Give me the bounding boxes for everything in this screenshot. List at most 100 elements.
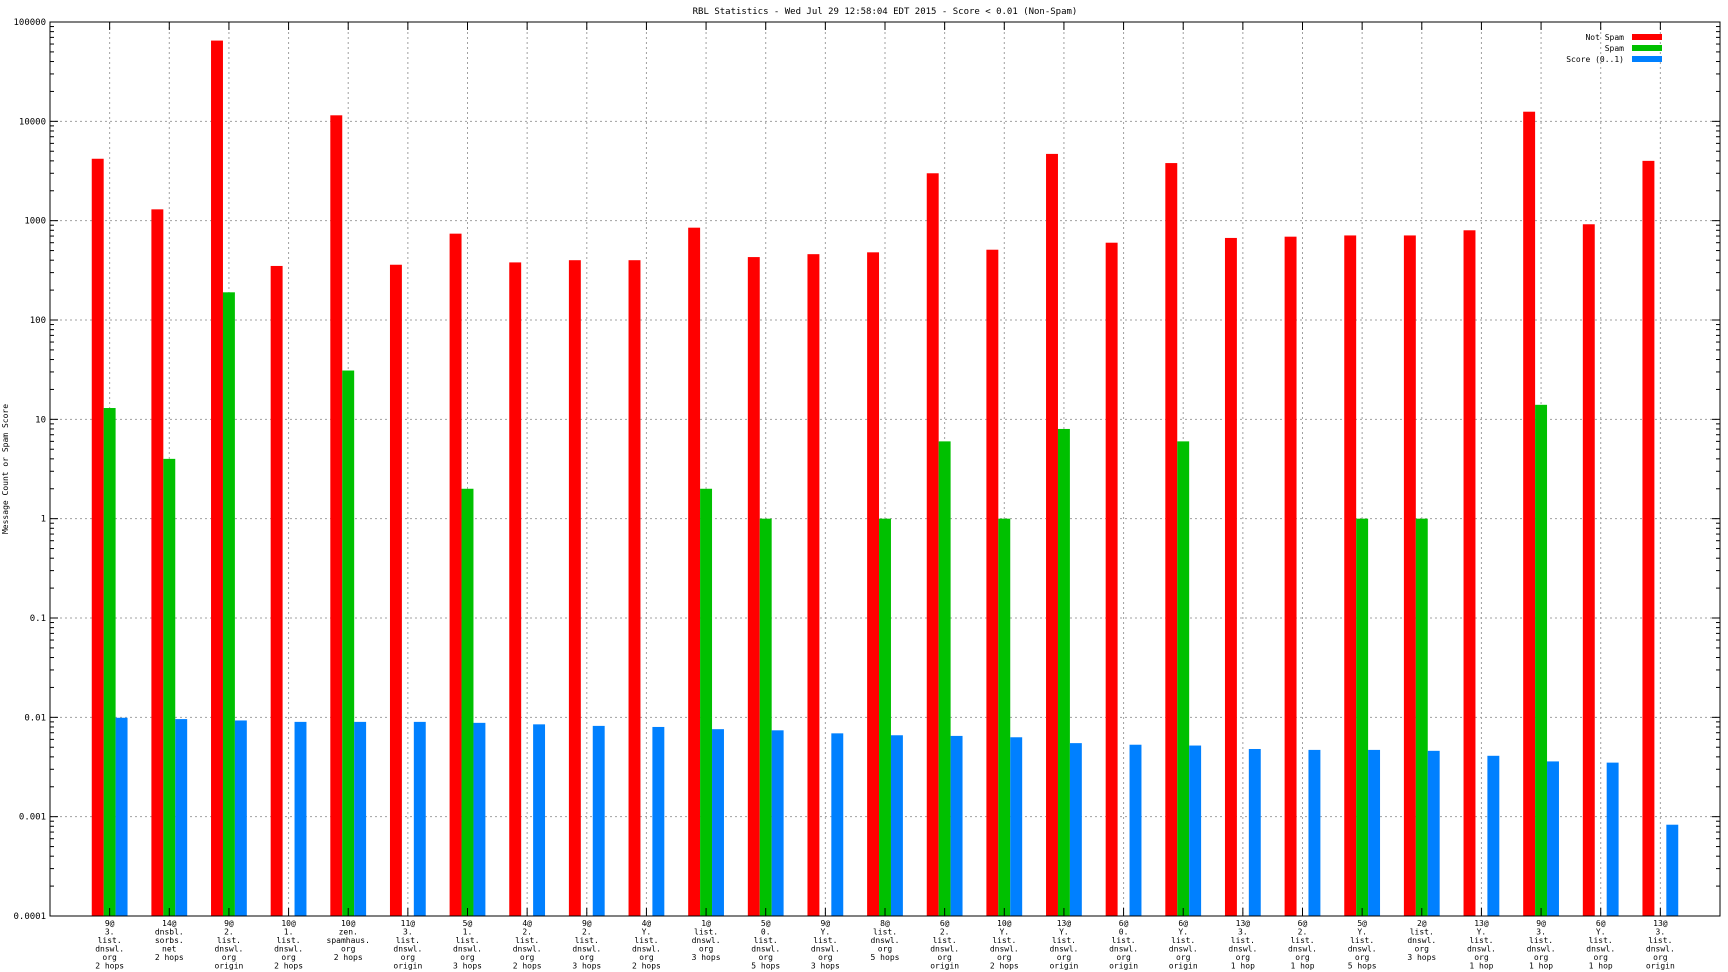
x-category-label-line: 2. bbox=[1298, 928, 1308, 937]
x-category-label-line: Y. bbox=[821, 928, 831, 937]
x-category-label-line: 4@ bbox=[522, 919, 532, 928]
x-category-label: 10@ Y. list. dnswl. org 2 hops bbox=[990, 919, 1019, 971]
x-category-label-line: Y. bbox=[1059, 928, 1069, 937]
bar-score-0-1 bbox=[354, 721, 367, 916]
bar-not-spam bbox=[1224, 237, 1237, 916]
x-category-label-line: 1. bbox=[284, 928, 294, 937]
x-category-label-line: list. bbox=[515, 936, 539, 945]
x-category-label-line: org bbox=[1534, 953, 1549, 962]
x-category-label-line: 0. bbox=[1119, 928, 1129, 937]
x-category-label-line: dnswl. bbox=[751, 945, 780, 954]
x-category-label-line: org bbox=[699, 945, 714, 954]
bar-score-0-1 bbox=[1368, 749, 1381, 916]
bar-not-spam bbox=[330, 115, 343, 916]
x-category-label-line: Y. bbox=[1357, 928, 1367, 937]
x-category-label-line: Y. bbox=[1178, 928, 1188, 937]
x-category-label-line: list. bbox=[1589, 936, 1613, 945]
x-category-label-line: list. bbox=[277, 936, 301, 945]
bar-score-0-1 bbox=[1427, 750, 1440, 916]
x-category-label-line: org bbox=[937, 953, 952, 962]
x-category-label-line: list. bbox=[1648, 936, 1672, 945]
x-category-label-line: list. bbox=[1171, 936, 1195, 945]
x-category-label-line: 1 hop bbox=[1469, 962, 1493, 971]
x-category-label-line: list. bbox=[396, 936, 420, 945]
x-category-label-line: dnswl. bbox=[1407, 936, 1436, 945]
bar-not-spam bbox=[151, 209, 164, 917]
x-category-label-line: list. bbox=[873, 928, 897, 937]
x-category-label-line: list. bbox=[813, 936, 837, 945]
bar-score-0-1 bbox=[175, 719, 188, 916]
bar-score-0-1 bbox=[1248, 748, 1261, 916]
x-category-label-line: 13@ bbox=[1653, 919, 1668, 928]
bar-not-spam bbox=[688, 227, 701, 916]
chart-title: RBL Statistics - Wed Jul 29 12:58:04 EDT… bbox=[693, 7, 1078, 17]
bar-not-spam bbox=[1463, 230, 1476, 916]
x-category-label-line: 1@ bbox=[701, 919, 711, 928]
x-category-label: 6@ Y. list. dnswl. org origin bbox=[1169, 919, 1198, 971]
x-category-label-line: org bbox=[1116, 953, 1131, 962]
x-category-label-line: list. bbox=[1469, 936, 1493, 945]
x-category-label-line: 5@ bbox=[1357, 919, 1367, 928]
x-category-label-line: org bbox=[580, 953, 595, 962]
x-category-label-line: org bbox=[222, 953, 237, 962]
x-category-label: 1@ list. dnswl. org 3 hops bbox=[692, 919, 721, 962]
x-category-label-line: 3 hops bbox=[1407, 953, 1436, 962]
x-category-label-line: 0. bbox=[761, 928, 771, 937]
x-category-label: 4@ Y. list. dnswl. org 2 hops bbox=[632, 919, 661, 971]
bar-spam bbox=[1057, 428, 1070, 916]
x-category-label-line: 2. bbox=[940, 928, 950, 937]
x-category-label-line: org bbox=[818, 953, 833, 962]
bar-score-0-1 bbox=[1189, 745, 1202, 916]
y-axis-title: Message Count or Spam Score bbox=[1, 404, 10, 534]
legend-swatch bbox=[1632, 34, 1662, 40]
x-category-label-line: 6@ bbox=[1119, 919, 1129, 928]
x-category-label: 13@ 3. list. dnswl. org 1 hop bbox=[1228, 919, 1257, 971]
x-category-label: 14@ dnsbl. sorbs. net 2 hops bbox=[155, 919, 184, 962]
bar-score-0-1 bbox=[1547, 761, 1559, 916]
bar-score-0-1 bbox=[712, 729, 724, 916]
x-category-label: 6@ 0. list. dnswl. org origin bbox=[1109, 919, 1138, 971]
x-category-label-line: dnswl. bbox=[1646, 945, 1675, 954]
x-category-label-line: org bbox=[1295, 953, 1310, 962]
x-category-label-line: org bbox=[460, 953, 475, 962]
x-category-label-line: Y. bbox=[999, 928, 1009, 937]
bar-score-0-1 bbox=[1069, 743, 1082, 916]
bar-spam bbox=[1177, 441, 1190, 916]
x-category-label-line: sorbs. bbox=[155, 936, 184, 945]
x-category-label-line: dnswl. bbox=[274, 945, 303, 954]
x-category-label-line: Y. bbox=[1596, 928, 1606, 937]
bar-score-0-1 bbox=[652, 726, 665, 916]
x-category-label-line: org bbox=[1236, 953, 1251, 962]
x-category-label-line: list. bbox=[575, 936, 599, 945]
x-category-label-line: 3 hops bbox=[572, 962, 601, 971]
x-category-label-line: 4@ bbox=[642, 919, 652, 928]
x-category-label-line: 3 hops bbox=[453, 962, 482, 971]
x-category-label-line: Y. bbox=[642, 928, 652, 937]
x-category-label: 13@ 3. list. dnswl. org origin bbox=[1646, 919, 1675, 971]
x-category-label-line: org bbox=[878, 945, 893, 954]
x-category-label-line: 1 hop bbox=[1231, 962, 1255, 971]
y-tick-label: 0.001 bbox=[19, 813, 46, 823]
x-category-label-line: list. bbox=[933, 936, 957, 945]
bar-not-spam bbox=[1046, 153, 1058, 916]
x-category-label-line: org bbox=[1653, 953, 1668, 962]
bar-score-0-1 bbox=[1606, 762, 1619, 916]
bar-not-spam bbox=[1403, 235, 1416, 917]
x-category-label-line: origin bbox=[1049, 962, 1078, 971]
x-category-label-line: org bbox=[341, 945, 356, 954]
bar-score-0-1 bbox=[771, 730, 784, 916]
x-category-label-line: list. bbox=[98, 936, 122, 945]
x-category-label-line: org bbox=[281, 953, 296, 962]
bar-not-spam bbox=[389, 264, 402, 917]
bar-not-spam bbox=[1642, 160, 1655, 916]
x-category-label: 4@ 2. list. dnswl. org 2 hops bbox=[513, 919, 542, 971]
x-category-label-line: list. bbox=[1410, 928, 1434, 937]
x-category-label-line: dnswl. bbox=[632, 945, 661, 954]
bar-spam bbox=[1356, 518, 1369, 916]
x-category-label-line: dnswl. bbox=[1228, 945, 1257, 954]
bar-spam bbox=[461, 488, 474, 916]
x-category-label-line: 10@ bbox=[997, 919, 1012, 928]
x-category-label-line: 6@ bbox=[1596, 919, 1606, 928]
x-category-label: 9@ Y. list. dnswl. org 3 hops bbox=[811, 919, 840, 971]
